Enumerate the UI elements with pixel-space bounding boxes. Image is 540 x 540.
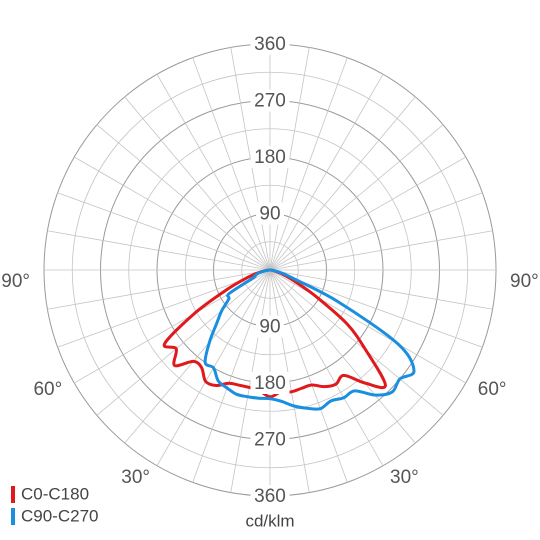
grid-spoke bbox=[269, 192, 483, 271]
grid-spoke bbox=[230, 47, 271, 271]
angle-tick-label: 30° bbox=[121, 467, 150, 488]
grid-spoke bbox=[269, 269, 493, 310]
radial-tick-bg bbox=[250, 89, 290, 112]
grid-spoke bbox=[96, 124, 271, 271]
grid-spoke bbox=[230, 269, 271, 493]
grid-spoke bbox=[269, 57, 348, 271]
grid-spoke bbox=[74, 156, 271, 271]
angle-tick-label: 60° bbox=[33, 379, 62, 400]
axis-labels: 90 90 180 180 270 270 360 360 90° 60° 30° 30° 60° 90° bbox=[1, 33, 539, 507]
radial-tick-bg bbox=[250, 33, 290, 55]
grid-spoke bbox=[269, 269, 310, 493]
radial-tick-bg bbox=[250, 485, 290, 507]
grid-spoke bbox=[269, 269, 444, 416]
radial-tick-bg bbox=[256, 315, 284, 338]
grid-spoke bbox=[192, 57, 271, 271]
radial-tick-upper: 90 bbox=[259, 204, 280, 225]
grid-spoke bbox=[269, 47, 310, 271]
radial-tick-lower: 180 bbox=[254, 373, 286, 394]
radial-tick-bg bbox=[250, 146, 290, 168]
grid-spoke bbox=[269, 269, 466, 384]
legend-swatch-c0-c180 bbox=[11, 486, 15, 503]
grid-spoke bbox=[269, 230, 493, 271]
grid-spoke bbox=[47, 269, 271, 310]
radial-tick-bg bbox=[250, 372, 290, 394]
grid-spoke bbox=[269, 269, 348, 483]
grid-spoke bbox=[47, 230, 271, 271]
unit-label: cd/klm bbox=[245, 511, 294, 530]
radial-tick-lower: 360 bbox=[254, 486, 286, 507]
grid-spoke bbox=[192, 269, 271, 483]
grid-spoke bbox=[269, 156, 466, 271]
legend-label-c90-c270: C90-C270 bbox=[21, 506, 99, 525]
grid-spoke bbox=[269, 269, 416, 444]
angle-tick-label: 90° bbox=[510, 271, 539, 292]
legend: C0-C180 C90-C270 bbox=[11, 484, 99, 525]
legend-label-c0-c180: C0-C180 bbox=[21, 484, 89, 503]
series-curves bbox=[162, 268, 416, 411]
angle-tick-label: 30° bbox=[390, 467, 419, 488]
grid-spoke bbox=[269, 269, 384, 466]
radial-tick-lower: 270 bbox=[254, 430, 286, 451]
grid-spoke bbox=[57, 192, 271, 271]
radial-tick-upper: 180 bbox=[254, 147, 286, 168]
grid-spoke bbox=[124, 96, 271, 271]
grid-spoke bbox=[96, 269, 271, 416]
grid-spoke bbox=[57, 269, 271, 348]
radial-tick-upper: 360 bbox=[254, 34, 286, 55]
legend-swatch-c90-c270 bbox=[11, 508, 15, 525]
angle-tick-label: 60° bbox=[478, 379, 507, 400]
grid-spoke bbox=[269, 74, 384, 271]
series-line-c0-c180 bbox=[162, 268, 387, 399]
radial-tick-bg bbox=[256, 202, 284, 225]
grid-spoke bbox=[269, 124, 444, 271]
angle-tick-label: 90° bbox=[1, 271, 30, 292]
radial-tick-upper: 270 bbox=[254, 91, 286, 112]
series-line-c90-c270 bbox=[203, 268, 416, 411]
grid-spoke bbox=[156, 74, 271, 271]
grid-spoke bbox=[269, 96, 416, 271]
radial-tick-bg bbox=[250, 428, 290, 451]
radial-tick-lower: 90 bbox=[259, 317, 280, 338]
grid-spoke bbox=[124, 269, 271, 444]
